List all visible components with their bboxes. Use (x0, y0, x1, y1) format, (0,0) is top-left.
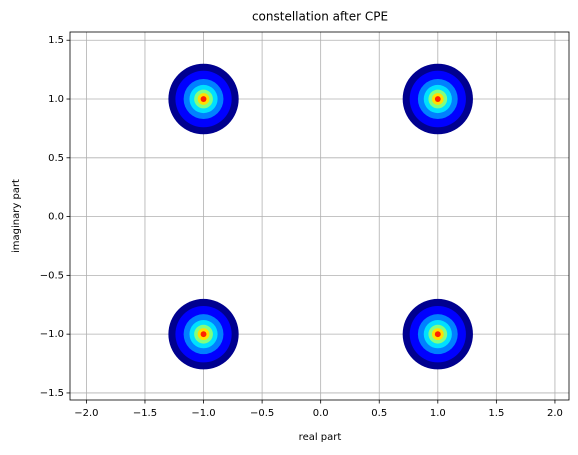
x-tick-label: −0.5 (250, 408, 274, 419)
y-tick-label: 1.5 (48, 35, 64, 46)
y-tick-label: −0.5 (40, 270, 64, 281)
x-tick-label: 2.0 (547, 408, 563, 419)
x-axis-label: real part (299, 432, 342, 443)
y-tick-label: −1.5 (40, 388, 64, 399)
x-tick-label: −1.5 (133, 408, 157, 419)
y-axis-label: imaginary part (11, 179, 22, 253)
density-ring (434, 331, 441, 338)
x-tick-label: 0.5 (371, 408, 387, 419)
density-ring (434, 96, 441, 102)
y-tick-label: 0.5 (48, 153, 64, 164)
x-tick-label: 1.0 (430, 408, 446, 419)
chart-title: constellation after CPE (252, 10, 388, 24)
density-ring (200, 96, 207, 102)
x-tick-label: 0.0 (313, 408, 329, 419)
plot-frame (69, 31, 570, 401)
density-ring (200, 331, 207, 338)
x-tick-label: −1.0 (191, 408, 215, 419)
x-tick-label: 1.5 (488, 408, 504, 419)
y-tick-label: 0.0 (48, 212, 64, 223)
y-tick-label: 1.0 (48, 94, 64, 105)
x-tick-label: −2.0 (74, 408, 98, 419)
y-tick-label: −1.0 (40, 329, 64, 340)
